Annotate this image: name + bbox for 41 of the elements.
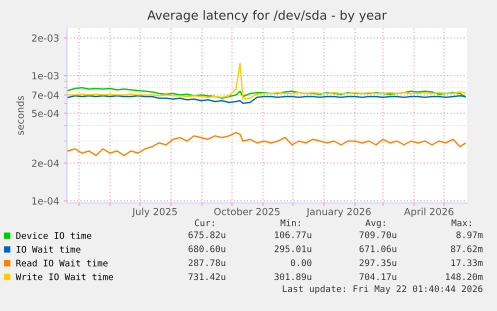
y-axis-title: seconds: [16, 96, 24, 135]
text: 87.62m: [450, 245, 483, 252]
text: 704.17u: [360, 273, 396, 280]
line-series: [67, 95, 466, 104]
text: 287.78u: [188, 259, 226, 266]
line-series: [67, 87, 466, 99]
y-tick-label: 2e-03: [32, 34, 59, 42]
text: 17.33m: [451, 259, 483, 266]
text: Avg:: [365, 219, 385, 228]
y-tick-label: 1e-03: [32, 72, 59, 80]
legend-label: Device IO time: [16, 232, 92, 239]
text: 709.70u: [360, 231, 396, 238]
text: Cur:: [194, 219, 214, 226]
text: 148.20m: [446, 273, 483, 280]
y-tick-label: 5e-04: [32, 110, 59, 118]
text: 731.42u: [188, 273, 226, 280]
text: 680.60u: [188, 245, 226, 252]
x-tick-label: October 2025: [214, 208, 280, 216]
x-tick-label: January 2026: [306, 208, 371, 218]
text: Min:: [280, 219, 300, 226]
legend-label: Write IO Wait time: [16, 273, 114, 280]
y-tick-label: 2e-04: [32, 160, 59, 167]
y-tick-label: 7e-04: [32, 91, 59, 99]
x-tick-label: April 2026: [404, 208, 454, 218]
text: 675.82u: [188, 231, 226, 238]
text: 8.97m: [456, 231, 483, 238]
text: Last update: Fri May 22 01:40:44 2026: [282, 285, 482, 294]
text: 301.89u: [274, 273, 312, 280]
legend-label: Read IO Wait time: [16, 260, 108, 266]
text: 297.35u: [360, 259, 396, 266]
y-tick-label: 1e-04: [32, 197, 59, 205]
line-series: [67, 132, 466, 156]
chart-title: Average latency for /dev/sda - by year: [147, 10, 387, 22]
text: 295.01u: [274, 245, 312, 252]
line-series: [67, 62, 466, 100]
legend-label: IO Wait time: [16, 246, 80, 253]
text: 671.06u: [360, 245, 396, 252]
text: Max:: [452, 220, 471, 226]
text: 0.00: [290, 259, 312, 266]
text: 106.77u: [275, 231, 312, 238]
x-tick-label: July 2025: [132, 208, 177, 218]
